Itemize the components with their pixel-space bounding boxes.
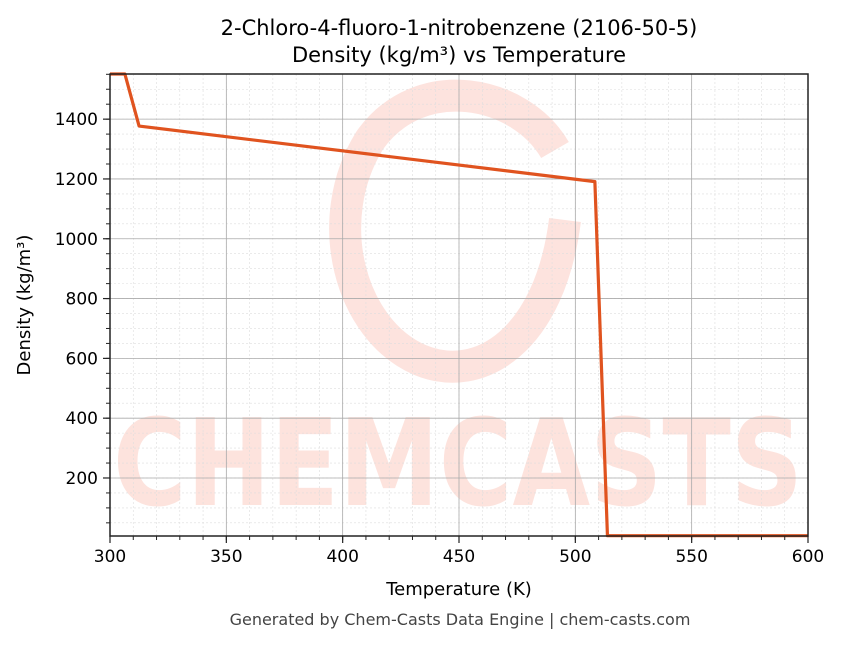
tick-label-y: 600	[66, 349, 98, 369]
y-axis-label: Density (kg/m³)	[14, 235, 35, 376]
tick-label-y: 1200	[55, 170, 98, 190]
chart-subtitle: Density (kg/m³) vs Temperature	[292, 43, 626, 67]
tick-label-x: 450	[443, 547, 475, 567]
tick-label-y: 1000	[55, 230, 98, 250]
chart-title: 2-Chloro-4-fluoro-1-nitrobenzene (2106-5…	[221, 16, 698, 40]
tick-label-x: 400	[326, 547, 358, 567]
tick-label-x: 350	[210, 547, 242, 567]
tick-label-x: 550	[675, 547, 707, 567]
watermark-text: CHEMCASTS	[113, 395, 803, 534]
tick-label-x: 300	[94, 547, 126, 567]
axis-ticks: 300 350 400 450 500 550 600 200 400 600 800 1000 120…	[55, 73, 824, 567]
x-axis-label: Temperature (K)	[385, 579, 532, 600]
watermark-logo: CHEMCASTS	[113, 79, 803, 534]
tick-label-y: 800	[66, 290, 98, 310]
tick-label-y: 200	[66, 469, 98, 489]
grid	[109, 73, 809, 536]
tick-label-x: 500	[559, 547, 591, 567]
footer-credit: Generated by Chem-Casts Data Engine | ch…	[230, 610, 691, 629]
tick-label-x: 600	[792, 547, 824, 567]
tick-label-y: 1400	[55, 110, 98, 130]
tick-label-y: 400	[66, 409, 98, 429]
